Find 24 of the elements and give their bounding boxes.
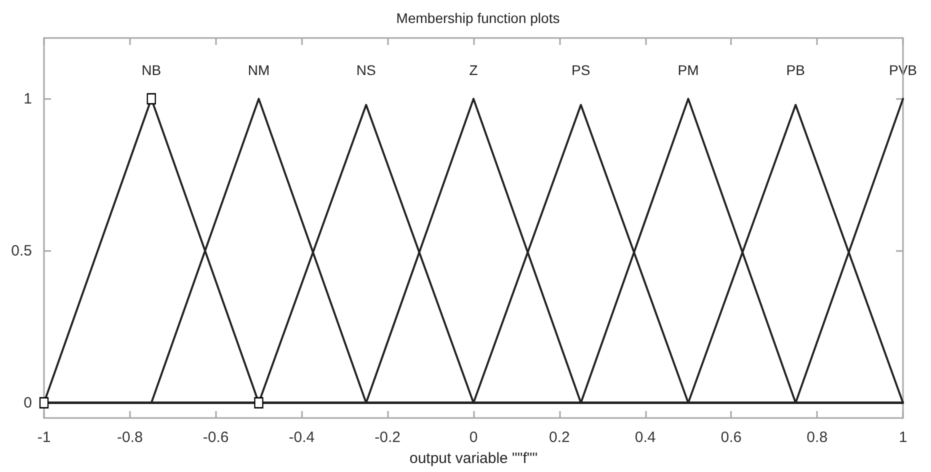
text: PB (786, 62, 805, 78)
x-axis-title: output variable ""f"" (409, 450, 538, 467)
series-label: NB (142, 62, 162, 78)
y-tick-label: 0.5 (11, 242, 32, 260)
text: NS (356, 62, 376, 78)
x-tick-label: -0.8 (116, 429, 143, 446)
x-tick-label: 1 (898, 429, 908, 446)
x-tick-label: 0.2 (548, 429, 570, 446)
x-tick-label: -1 (37, 429, 51, 446)
series-label: NM (248, 62, 270, 78)
x-tick-label: -0.4 (288, 429, 315, 446)
y-tick-label: 1 (24, 90, 32, 108)
chart-title: Membership function plots (396, 10, 560, 26)
series-label: Z (469, 62, 478, 78)
y-tick-label: 0 (24, 394, 32, 412)
series-label: PVB (888, 62, 918, 78)
x-tick-label: 0 (469, 429, 478, 446)
x-tick-label: -0.2 (374, 429, 401, 446)
series-label: PM (678, 62, 699, 78)
text: PS (572, 62, 590, 78)
x-tick-label: -0.6 (202, 429, 229, 446)
x-tick-label: 0.8 (806, 429, 828, 446)
x-tick-label: 0.6 (720, 429, 742, 446)
x-tick-label: 0.4 (634, 429, 656, 446)
